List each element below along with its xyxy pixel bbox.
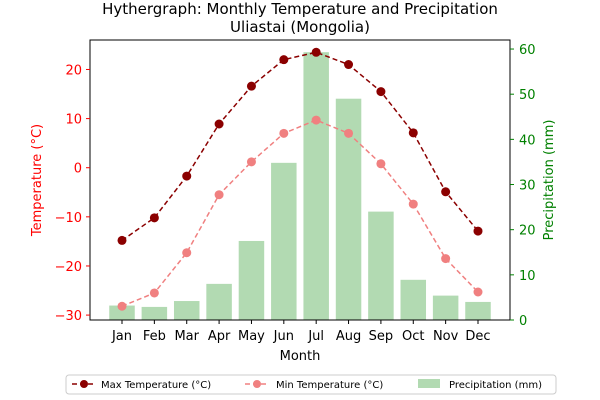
precip-bar-mar (173, 301, 200, 320)
x-tick-label-jun: Jun (273, 329, 294, 344)
min-temp-point-oct (408, 199, 418, 209)
left-axis-ticks: −30 −20 −10 0 10 20 (55, 63, 90, 324)
left-tick-label--10: −10 (55, 211, 82, 226)
x-tick-label-jul: Jul (307, 329, 324, 344)
max-temp-line (121, 51, 479, 242)
precip-bar-jul (303, 52, 329, 321)
left-tick-label-0: 0 (74, 162, 82, 177)
right-tick-label-30: 30 (519, 179, 536, 194)
max-temp-point-aug (344, 60, 354, 70)
precip-bar-sep (368, 211, 394, 320)
temperature-lines (117, 47, 483, 311)
chart-title: Hythergraph: Monthly Temperature and Pre… (102, 0, 498, 18)
plot-frame (89, 39, 511, 321)
min-temp-point-dec (473, 287, 483, 297)
precip-bar-may (238, 240, 265, 320)
min-temp-point-jul (311, 115, 321, 125)
right-tick-label-60: 60 (519, 43, 536, 58)
max-temp-point-jun (279, 55, 289, 65)
max-temp-point-sep (376, 87, 386, 97)
right-tick-label-50: 50 (519, 88, 536, 103)
precip-bar-apr (206, 283, 232, 320)
x-tick-label-feb: Feb (143, 329, 166, 344)
legend-max-label: Max Temperature (°C) (101, 380, 211, 391)
min-temp-point-mar (182, 248, 192, 258)
max-temp-point-mar (182, 171, 192, 181)
max-temp-point-may (246, 81, 256, 91)
x-tick-label-mar: Mar (174, 329, 199, 344)
x-tick-label-apr: Apr (208, 329, 231, 344)
legend-min-label: Min Temperature (°C) (276, 380, 383, 391)
right-tick-label-20: 20 (519, 224, 536, 239)
left-axis-label: Temperature (°C) (30, 124, 45, 237)
precip-bar-jan (109, 305, 135, 320)
left-tick-label-20: 20 (65, 63, 82, 78)
x-tick-label-jan: Jan (111, 329, 132, 344)
min-temp-line (121, 119, 479, 307)
right-axis-ticks: 0 10 20 30 40 50 60 (510, 43, 536, 329)
precip-bar-oct (400, 279, 427, 320)
precipitation-bars (109, 52, 491, 321)
x-tick-label-aug: Aug (336, 329, 361, 344)
x-tick-label-sep: Sep (369, 329, 394, 344)
min-temp-point-aug (344, 128, 354, 138)
legend-precip-swatch (418, 379, 440, 388)
min-temp-point-feb (149, 288, 159, 298)
legend: Max Temperature (°C) Min Temperature (°C… (65, 374, 557, 395)
legend-max-marker (80, 380, 88, 388)
x-axis-label: Month (280, 349, 321, 364)
left-tick-label--30: −30 (55, 309, 82, 324)
max-temp-point-oct (408, 128, 418, 138)
max-temp-point-dec (473, 226, 483, 236)
x-tick-label-nov: Nov (433, 329, 459, 344)
precip-bar-feb (141, 306, 168, 320)
precip-bar-nov (432, 295, 459, 320)
min-temp-point-jun (279, 128, 289, 138)
x-tick-label-oct: Oct (402, 329, 424, 344)
max-temp-point-nov (441, 187, 451, 197)
legend-min-marker (253, 380, 261, 388)
min-temp-point-apr (214, 190, 224, 200)
right-tick-label-40: 40 (519, 133, 536, 148)
max-temp-point-apr (214, 119, 224, 129)
max-temp-point-jan (117, 235, 127, 245)
left-tick-label-10: 10 (65, 113, 82, 128)
max-temp-point-feb (149, 213, 159, 223)
precip-bar-dec (465, 301, 491, 320)
chart-subtitle: Uliastai (Mongolia) (230, 18, 370, 36)
x-tick-label-dec: Dec (465, 329, 490, 344)
min-temp-point-sep (376, 159, 386, 169)
x-tick-label-may: May (238, 329, 265, 344)
x-axis-ticks: Jan Feb Mar Apr May Jun Jul Aug Sep Oct Nov Dec (111, 320, 491, 344)
precip-bar-jun (271, 162, 297, 320)
left-tick-label--20: −20 (55, 260, 82, 275)
max-temp-point-jul (311, 47, 321, 57)
legend-precip-label: Precipitation (mm) (449, 380, 542, 391)
min-temp-point-nov (441, 254, 451, 264)
min-temp-point-may (246, 157, 256, 167)
right-tick-label-10: 10 (519, 269, 536, 284)
right-axis-label: Precipitation (mm) (542, 120, 557, 241)
min-temp-point-jan (117, 301, 127, 311)
right-tick-label-0: 0 (519, 314, 527, 329)
